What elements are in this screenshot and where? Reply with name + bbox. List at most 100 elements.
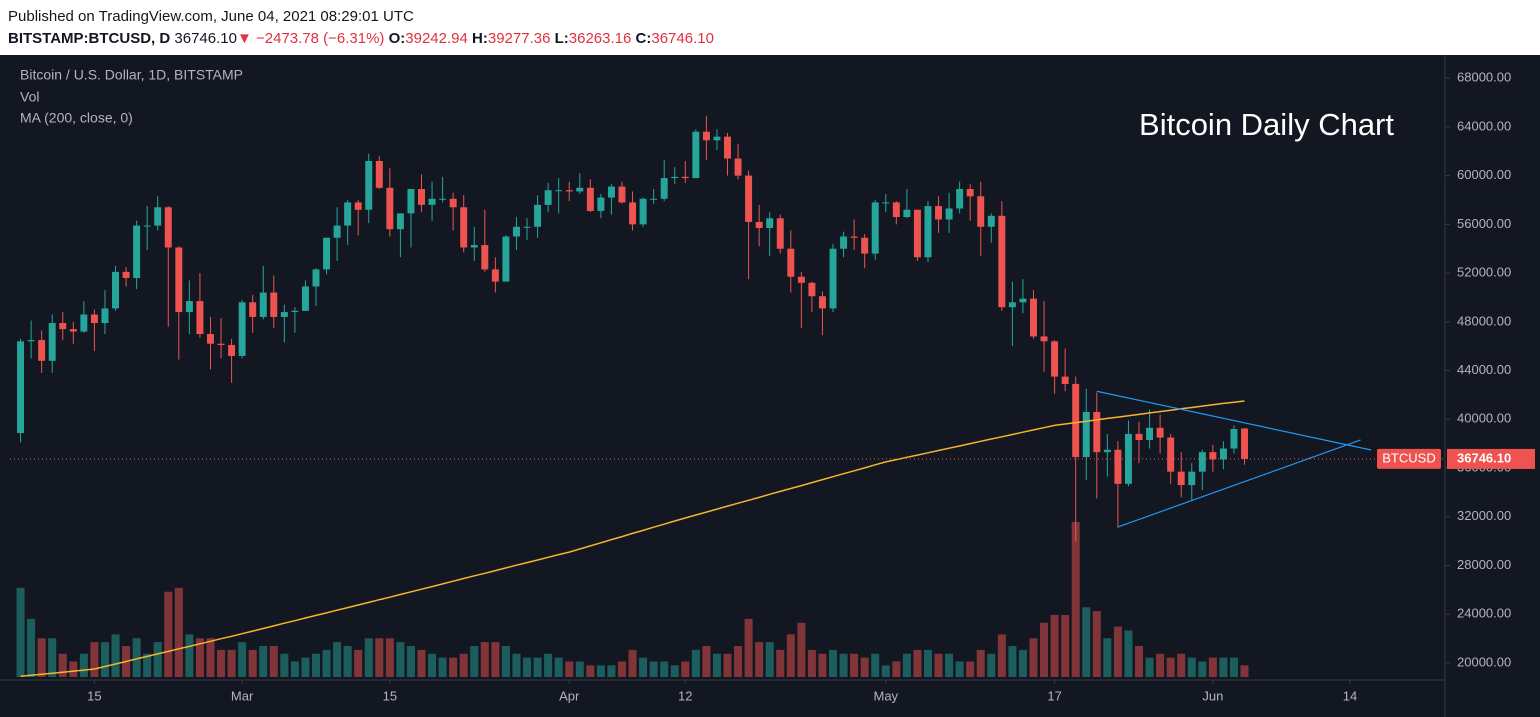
ohlc-label: L: [554,30,569,47]
candle-body [502,236,510,282]
candle-body [734,158,742,176]
candle-body [375,160,383,188]
volume-bar [533,657,542,677]
candle-body [913,209,921,258]
quote-line: BITSTAMP:BTCUSD, D 36746.10▼ −2473.78 (−… [8,28,714,50]
y-tick-label: 24000.00 [1457,606,1511,621]
candle-body [724,136,731,159]
volume-bar [723,653,732,677]
candle-body [460,207,468,248]
ohlc-value: 36746.10 [651,30,714,47]
volume-bar [195,638,204,677]
volume-bar [702,646,711,677]
volume-bar [1061,615,1070,677]
volume-bar [385,638,394,677]
volume-bar [818,653,827,677]
candle-body [301,286,309,311]
candle-body [90,314,98,324]
candle-body [1008,302,1016,308]
ohlc-label: C: [635,30,652,47]
candle-body [766,218,774,229]
candle-body [1019,298,1027,303]
volume-bar [1008,646,1017,677]
volume-bar [575,661,584,677]
volume-bar [1040,622,1049,677]
candle-body [850,236,858,238]
candle-body [797,276,805,283]
candle-body [702,131,710,141]
volume-bar [776,649,785,677]
volume-bar [259,646,268,677]
candle-body [143,225,151,227]
candle-body [713,136,721,141]
volume-bar [364,638,373,677]
volume-bar [987,653,996,677]
volume-bar [354,649,363,677]
volume-bar [1082,607,1091,677]
candle-body [164,207,172,248]
candle-body [987,215,995,227]
candle-body [491,269,499,282]
candle-body [59,323,67,330]
volume-bar [554,657,563,677]
volume-bar [290,661,299,677]
volume-bar [670,665,679,677]
volume-bar [1219,657,1228,677]
candle-body [38,340,46,361]
volume-bar [966,661,975,677]
candle-body [449,198,457,208]
candle-body [323,237,331,270]
candle-body [407,189,415,214]
candle-body [1082,411,1090,458]
volume-bar [269,646,278,677]
volume-bar [238,642,247,677]
header: Published on TradingView.com, June 04, 2… [8,6,714,50]
candle-body [365,160,373,210]
volume-bar [37,638,46,677]
y-tick-label: 64000.00 [1457,118,1511,133]
candle-body [650,198,658,200]
ohlc-label: O: [388,30,406,47]
volume-bar [174,587,183,677]
candle-body [312,269,320,287]
volume-bar [16,587,25,677]
candle-body [523,226,531,228]
volume-bar [406,646,415,677]
y-tick-label: 52000.00 [1457,265,1511,280]
volume-bar [734,646,743,677]
x-tick-label: Mar [231,688,254,703]
y-tick-label: 32000.00 [1457,508,1511,523]
volume-bar [902,653,911,677]
y-tick-label: 40000.00 [1457,411,1511,426]
candle-body [1198,452,1206,472]
candle-body [565,190,573,192]
trendline [1096,390,1372,451]
candle-body [101,308,109,324]
ohlc-label: H: [472,30,488,47]
chart-background [0,55,1540,717]
candle-body [1072,383,1080,458]
volume-bar [607,665,616,677]
trendline [1117,439,1361,528]
volume-bar [1208,657,1217,677]
candle-body [1040,336,1048,342]
candle-body [217,343,225,345]
x-tick-label: Jun [1202,688,1223,703]
candle-body [935,206,943,220]
candle-body [333,225,341,238]
candle-body [280,312,288,317]
candle-body [692,131,700,179]
change: −2473.78 (−6.31%) [256,30,385,47]
volume-bar [860,657,869,677]
candle-body [892,202,900,218]
y-tick-label: 44000.00 [1457,362,1511,377]
volume-bar [649,661,658,677]
candle-body [1167,437,1175,472]
volume-bar [480,642,489,677]
volume-bar [501,646,510,677]
volume-bar [923,649,932,677]
candle-body [671,176,679,179]
price-tag-label: 36746.10 [1457,450,1511,465]
candle-body [27,340,35,342]
candle-body [576,187,584,192]
